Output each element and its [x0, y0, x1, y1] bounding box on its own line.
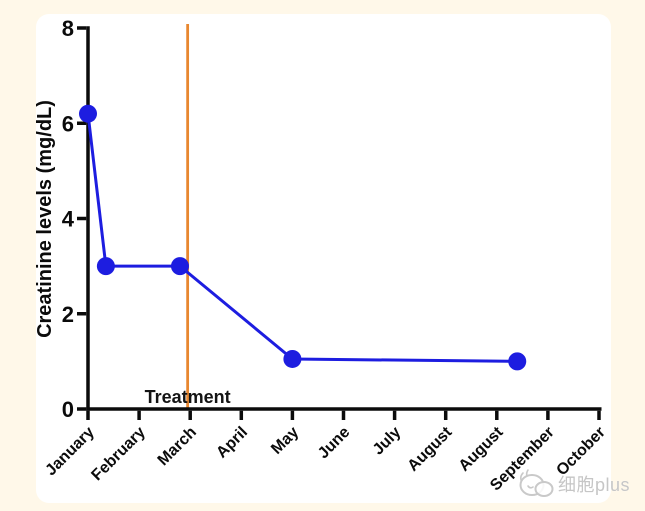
x-tick-label: July — [370, 424, 405, 459]
y-tick-label: 0 — [62, 397, 74, 422]
data-point — [508, 352, 527, 371]
data-point — [79, 104, 97, 123]
chart-card — [36, 14, 611, 503]
y-tick-label: 6 — [62, 111, 74, 136]
data-point — [170, 257, 189, 276]
data-point — [96, 257, 115, 276]
x-tick-label: February — [88, 424, 149, 485]
x-tick-label: August — [405, 423, 456, 474]
y-tick-label: 4 — [62, 207, 75, 232]
x-tick-label: August — [456, 423, 507, 474]
x-tick-label: April — [213, 424, 251, 462]
x-tick-label: March — [155, 424, 200, 469]
treatment-label: Treatment — [145, 387, 231, 407]
series-line — [86, 113, 518, 363]
y-tick-label: 2 — [62, 302, 74, 327]
data-point — [283, 349, 302, 368]
x-tick-label: June — [315, 424, 353, 462]
y-tick-label: 8 — [62, 16, 74, 41]
y-axis-title: Creatinine levels (mg/dL) — [34, 100, 56, 338]
x-tick-label: May — [268, 424, 302, 458]
x-tick-label: October — [553, 424, 608, 479]
